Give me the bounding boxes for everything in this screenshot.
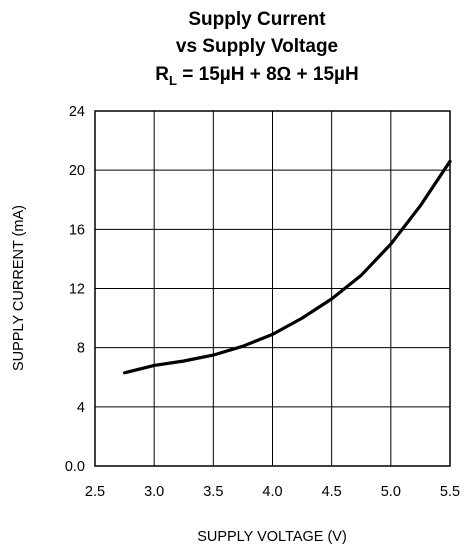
y-axis-label: SUPPLY CURRENT (mA) [11,205,27,371]
y-tick-label: 12 [69,282,85,298]
chart-grid [94,110,451,467]
x-tick-label: 5.5 [440,484,460,500]
chart-title-rl-rest: = 15µH + 8Ω + 15µH [177,64,359,85]
chart-title-line-2: vs Supply Voltage [176,36,338,57]
x-axis-label: SUPPLY VOLTAGE (V) [197,529,347,545]
x-axis-ticks: 2.5 3.0 3.5 4.0 4.5 5.0 5.5 [85,484,460,500]
chart-title-rl-subscript: L [169,73,177,88]
x-tick-label: 4.0 [262,484,282,500]
y-tick-label: 16 [69,222,85,238]
y-tick-label: 20 [69,163,85,179]
chart-title-rl-prefix: R [155,64,169,85]
y-tick-label: 4 [77,400,85,416]
x-tick-label: 3.0 [144,484,164,500]
y-tick-label: 0.0 [65,459,85,475]
plot-frame [94,110,451,467]
x-tick-label: 5.0 [381,484,401,500]
x-tick-label: 2.5 [85,484,105,500]
x-tick-label: 4.5 [322,484,342,500]
chart-title-line-3: RL = 15µH + 8Ω + 15µH [155,64,358,88]
y-tick-label: 24 [69,104,85,120]
y-tick-label: 8 [77,341,85,357]
chart-title-line-1: Supply Current [188,9,326,30]
x-tick-label: 3.5 [203,484,223,500]
y-axis-ticks: 0.0 4 8 12 16 20 24 [65,104,85,475]
series-line [122,159,452,375]
series-group [122,159,452,375]
